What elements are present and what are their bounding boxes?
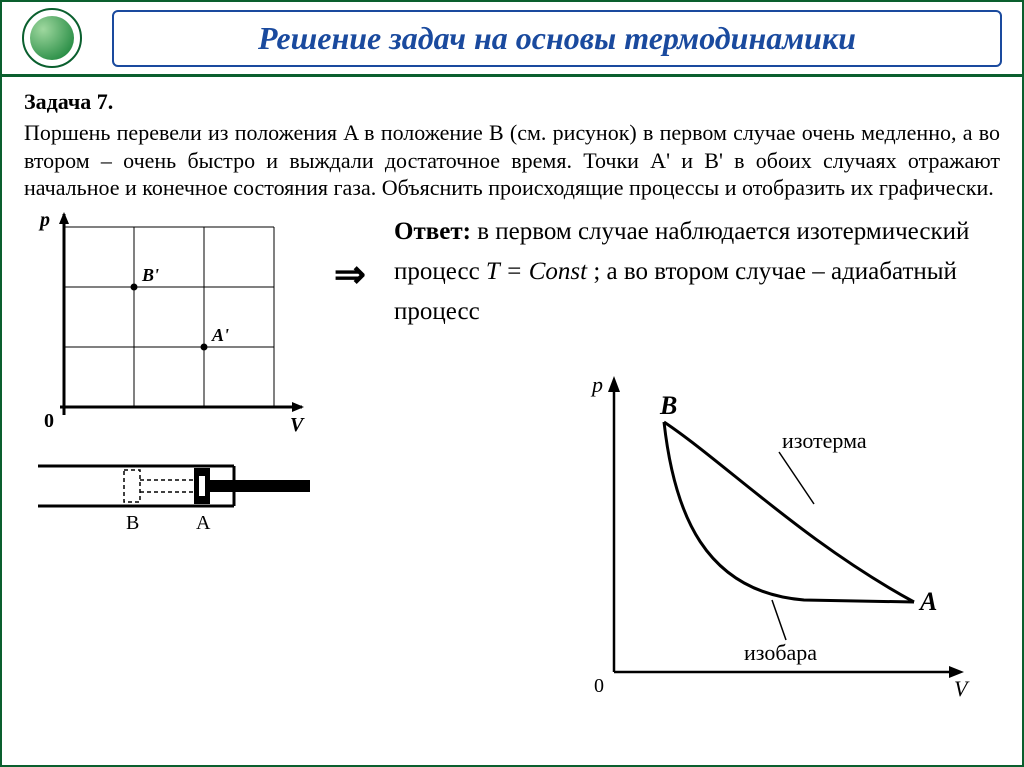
svg-text:p: p: [590, 372, 603, 397]
svg-text:p: p: [38, 212, 50, 231]
piston-diagram: [34, 462, 304, 508]
svg-text:0: 0: [594, 675, 604, 697]
pv-curve-svg: p V 0 изотерма изобара B A: [554, 372, 974, 702]
title-bar: Решение задач на основы термодинамики: [2, 2, 1022, 77]
svg-text:изотерма: изотерма: [782, 428, 867, 453]
logo-globe-icon: [30, 16, 74, 60]
page-title: Решение задач на основы термодинамики: [112, 10, 1002, 67]
task-heading: Задача 7.: [24, 89, 1000, 115]
piston-label-a: A: [196, 512, 210, 535]
piston-label-b: B: [126, 512, 139, 535]
pv-grid-chart: p V 0 B' A': [24, 212, 304, 442]
task-body: Поршень перевели из положения A в положе…: [24, 119, 1000, 202]
left-figures: pV0B'A' B A: [24, 212, 334, 512]
answer-label: Ответ:: [394, 218, 471, 245]
svg-text:B: B: [659, 391, 677, 420]
answer-formula: T = Const: [486, 258, 587, 285]
pv-grid-svg: p V 0 B' A': [24, 212, 324, 452]
svg-text:V: V: [954, 676, 970, 701]
svg-text:B': B': [141, 265, 159, 285]
svg-text:V: V: [290, 414, 305, 436]
svg-text:0: 0: [44, 410, 54, 432]
logo: [12, 8, 102, 68]
implies-arrow-icon: ⇒: [334, 252, 366, 297]
content: Задача 7. Поршень перевели из положения …: [2, 77, 1022, 744]
svg-text:A: A: [918, 587, 937, 616]
piston-svg: [34, 462, 314, 512]
diagrams-area: pV0B'A' B A ⇒ Ответ: в первом случае наб…: [24, 212, 1000, 732]
logo-ring-icon: [22, 8, 82, 68]
pv-curve-chart: p V 0 изотерма изобара B A: [554, 372, 974, 702]
svg-text:изобара: изобара: [744, 640, 817, 665]
svg-text:A': A': [211, 325, 229, 345]
answer-block: Ответ: в первом случае наблюдается изоте…: [394, 212, 1024, 332]
